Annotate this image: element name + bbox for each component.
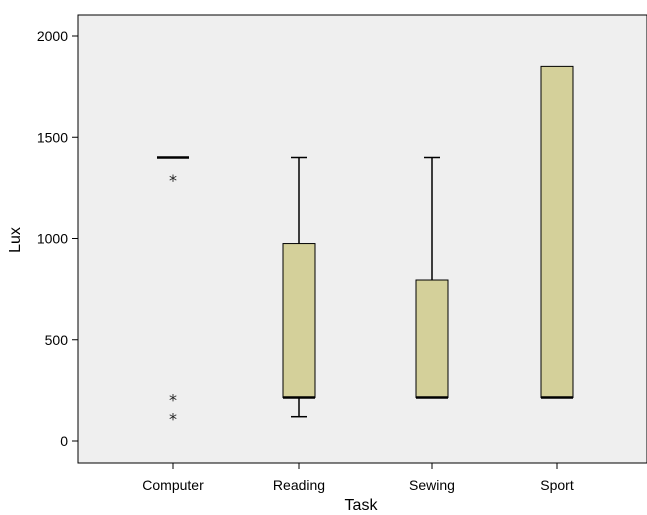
y-axis-title: Lux [7,227,24,253]
box-sewing [415,156,449,399]
iqr-box [415,279,449,398]
outlier-star: * [169,410,177,429]
iqr-box [540,65,574,398]
box-reading [282,156,316,418]
x-tick-label-sewing: Sewing [409,477,455,493]
x-axis-title: Task [345,497,379,514]
x-tick-label-computer: Computer [142,477,204,493]
y-axis: 0 500 1000 1500 2000 [37,28,78,449]
x-tick-label-sport: Sport [540,477,574,493]
y-tick-label: 1000 [37,231,68,247]
boxes: *** [157,65,574,429]
x-tick-label-reading: Reading [273,477,325,493]
outlier-star: * [169,390,177,409]
y-tick-label: 0 [60,433,68,449]
y-tick-label: 2000 [37,28,68,44]
y-tick-label: 1500 [37,129,68,145]
x-axis: Computer Reading Sewing Sport [142,463,574,493]
iqr-box [282,243,316,398]
box-computer: *** [157,156,189,429]
y-tick-label: 500 [45,332,69,348]
outlier-star: * [169,171,177,190]
box-sport [540,65,574,399]
